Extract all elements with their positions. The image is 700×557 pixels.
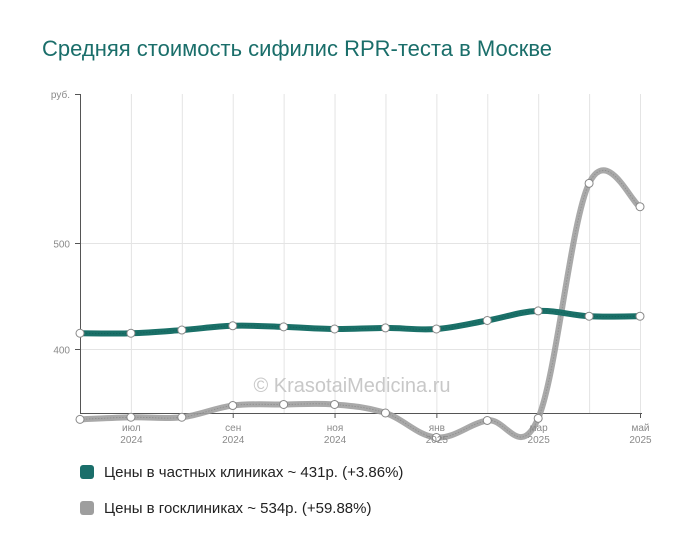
data-point-private (126, 328, 136, 338)
watermark: © KrasotaiMedicina.ru (253, 375, 450, 397)
data-point-public (635, 202, 645, 212)
data-point-private (482, 315, 492, 325)
data-point-private (75, 328, 85, 338)
data-point-public (228, 401, 238, 411)
series-line-texture-private (79, 310, 641, 334)
data-point-private (228, 321, 238, 331)
x-tick-label-year: 2024 (222, 435, 245, 446)
grid-lines (80, 94, 641, 413)
x-tick-label-month: май (631, 423, 649, 434)
legend-swatch-public (80, 501, 94, 515)
series-line-public (77, 167, 643, 441)
y-axis-unit: руб. (51, 89, 70, 101)
data-point-private (330, 324, 340, 334)
data-point-public (584, 178, 594, 188)
x-tick-label-year: 2025 (426, 435, 449, 446)
legend-label-private: Цены в частных клиниках ~ 431р. (+3.86%) (104, 463, 404, 481)
x-tick-label-month: янв (429, 423, 445, 434)
legend-item-private[interactable]: Цены в частных клиниках ~ 431р. (+3.86%) (80, 462, 403, 482)
series-layer (75, 167, 645, 442)
series-line-texture-public (79, 170, 641, 438)
x-tick-label-year: 2025 (528, 435, 551, 446)
x-tick-label-month: мар (530, 423, 548, 434)
x-tick-label-month: июл (122, 423, 141, 434)
legend-swatch-private (80, 465, 94, 479)
chart-title: Средняя стоимость сифилис RPR-теста в Мо… (42, 36, 553, 61)
data-point-public (482, 415, 492, 425)
y-tick-label: 500 (53, 240, 70, 251)
data-point-private (635, 311, 645, 321)
data-point-private (533, 306, 543, 316)
data-point-private (279, 322, 289, 332)
data-point-private (380, 323, 390, 333)
data-point-public (279, 399, 289, 409)
data-point-private (431, 324, 441, 334)
data-point-private (177, 325, 187, 335)
data-point-public (177, 412, 187, 422)
data-point-private (584, 311, 594, 321)
y-tick-label: 400 (53, 346, 70, 357)
axis-labels: 400500руб.июл2024сен2024ноя2024янв2025ма… (51, 89, 652, 446)
x-tick-label-year: 2025 (629, 435, 652, 446)
data-point-public (431, 432, 441, 442)
x-tick-label-month: сен (225, 423, 241, 434)
x-tick-label-month: ноя (327, 423, 344, 434)
data-point-public (533, 413, 543, 423)
data-point-public (75, 414, 85, 424)
legend: Цены в частных клиниках ~ 431р. (+3.86%)… (80, 462, 403, 534)
legend-label-public: Цены в госклиниках ~ 534р. (+59.88%) (104, 499, 372, 517)
legend-item-public[interactable]: Цены в госклиниках ~ 534р. (+59.88%) (80, 498, 403, 518)
x-tick-label-year: 2024 (120, 435, 143, 446)
data-point-public (126, 412, 136, 422)
data-point-public (380, 408, 390, 418)
axes (75, 94, 642, 418)
data-point-public (330, 399, 340, 409)
x-tick-label-year: 2024 (324, 435, 347, 446)
